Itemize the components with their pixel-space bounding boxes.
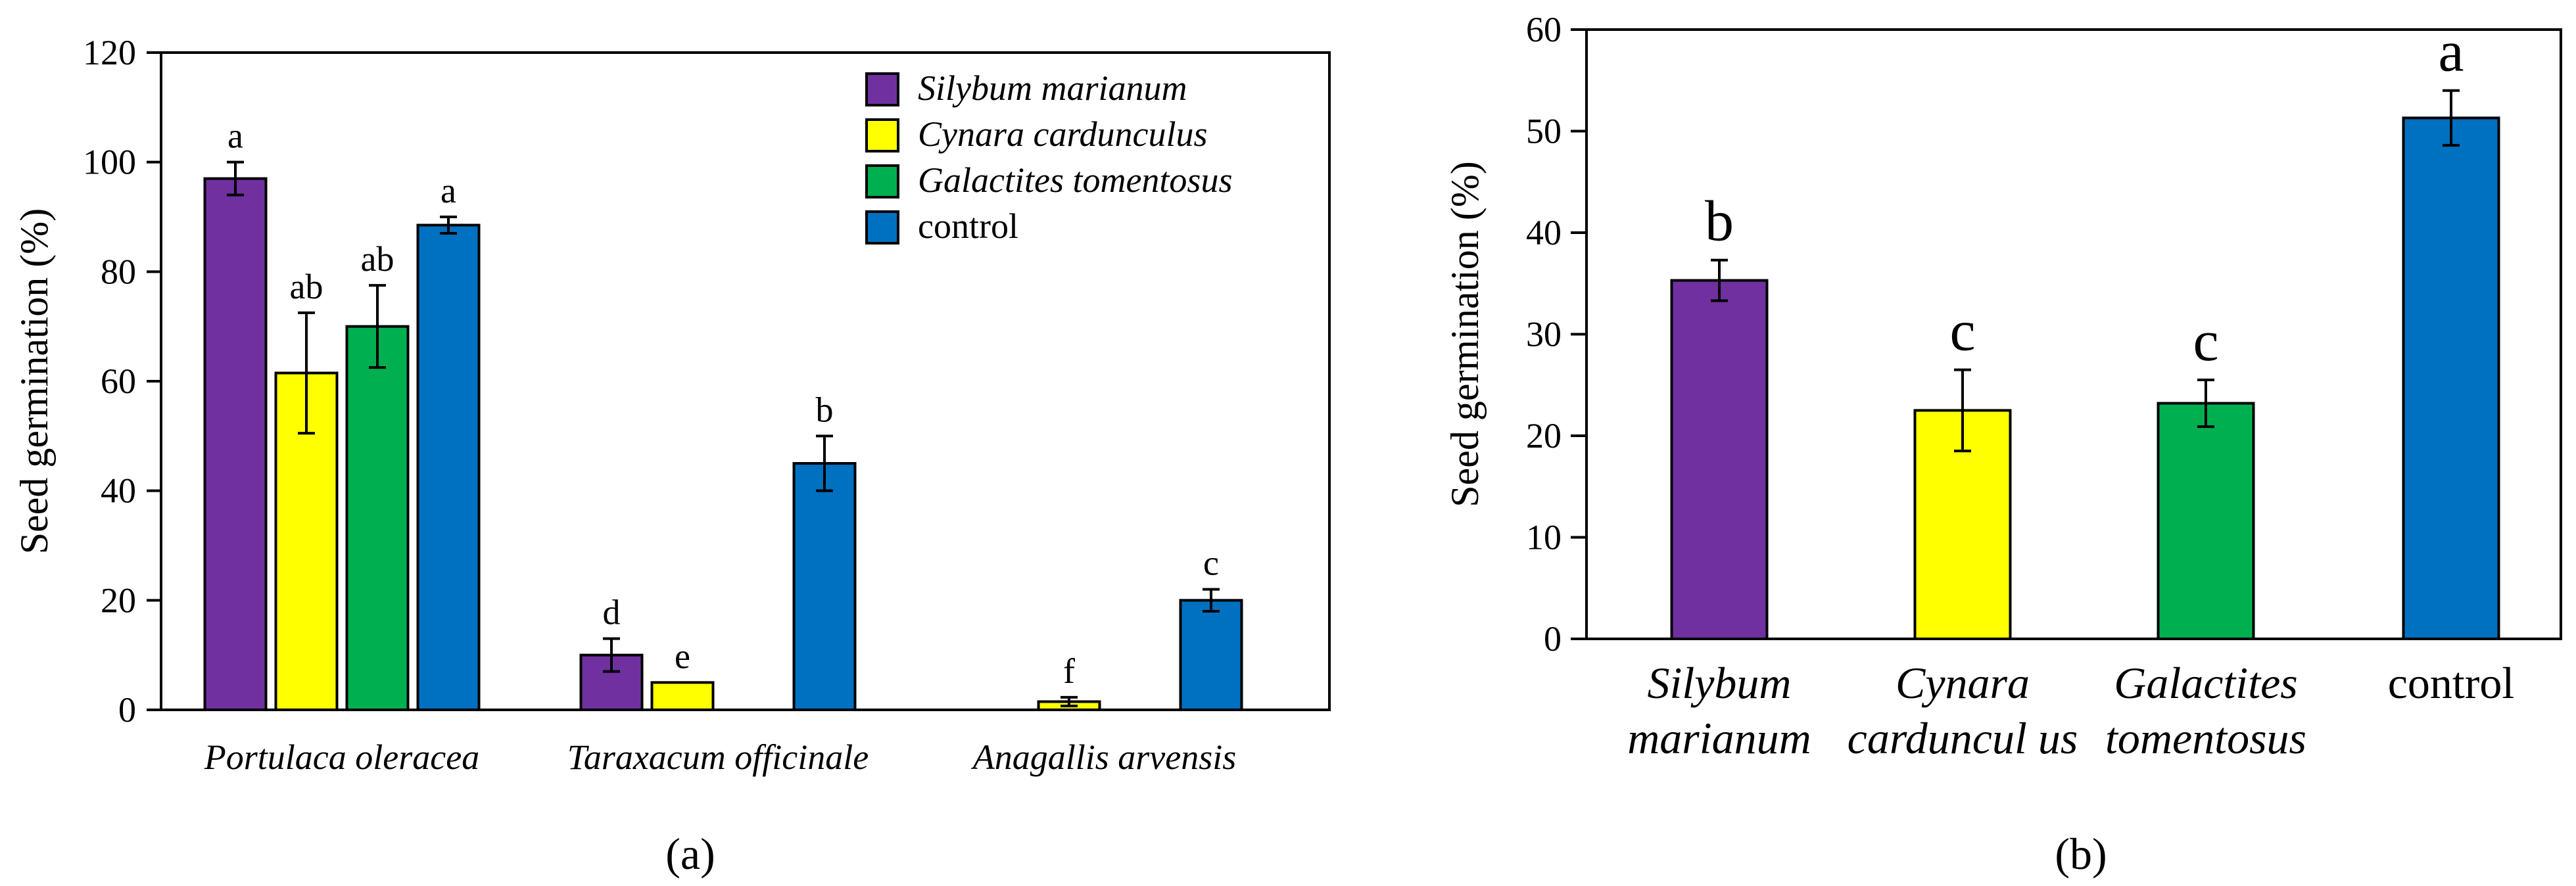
legend-label: Galactites tomentosus (918, 160, 1232, 200)
x-tick-label: Taraxacum officinale (567, 737, 869, 777)
panel-label-b: (b) (2055, 829, 2107, 879)
y-tick-label: 80 (101, 252, 136, 291)
bar (203, 177, 268, 711)
panel-label-a: (a) (665, 829, 715, 879)
y-tick-label: 10 (1526, 518, 1562, 557)
legend-label: Cynara cardunculus (918, 114, 1207, 154)
y-tick-label: 0 (1544, 619, 1562, 659)
y-tick-label: 40 (101, 471, 136, 511)
significance-letter: c (2193, 310, 2218, 373)
y-axis-label: Seed germination (%) (12, 208, 56, 555)
x-tick-label: Galactites (2114, 658, 2298, 708)
y-tick-label: 100 (83, 143, 136, 182)
significance-letter: f (1063, 651, 1075, 691)
y-tick-label: 20 (101, 580, 136, 620)
x-tick-label: marianum (1627, 713, 1811, 763)
bar (1913, 409, 2012, 640)
y-tick-label: 20 (1526, 416, 1562, 455)
x-tick-label: Cynara (1896, 658, 2030, 708)
significance-letter: ab (361, 239, 394, 279)
x-tick-label: Portulaca oleracea (204, 737, 479, 777)
bar (2157, 402, 2255, 640)
significance-letter: b (1705, 190, 1734, 254)
y-tick-label: 50 (1526, 112, 1562, 151)
bar (650, 681, 715, 712)
x-tick-label: carduncul us (1848, 713, 2078, 763)
significance-letter: a (227, 116, 243, 156)
legend-swatch (865, 210, 899, 245)
bar (2402, 116, 2500, 641)
y-tick-label: 30 (1526, 315, 1562, 354)
y-axis-label: Seed germination (%) (1443, 161, 1487, 507)
legend-label: control (918, 206, 1018, 246)
x-tick-label: Silybum (1647, 658, 1791, 708)
significance-letter: a (441, 171, 456, 210)
significance-letter: e (675, 636, 690, 676)
legend-swatch (865, 72, 899, 106)
plot-frame (160, 51, 1331, 711)
significance-letter: d (603, 593, 621, 632)
legend-swatch (865, 118, 899, 152)
x-tick-label: tomentosus (2105, 713, 2306, 763)
y-tick-label: 60 (1526, 10, 1562, 49)
bar (792, 462, 857, 711)
y-tick-label: 120 (83, 33, 136, 72)
bar (1670, 279, 1769, 640)
significance-letter: ab (290, 267, 323, 306)
y-tick-label: 40 (1526, 213, 1562, 252)
legend-label: Silybum marianum (918, 68, 1187, 108)
y-tick-label: 60 (101, 361, 136, 401)
bar (345, 325, 410, 711)
bar (416, 223, 481, 711)
x-tick-label: control (2388, 658, 2515, 708)
x-tick-label: Anagallis arvensis (971, 737, 1237, 777)
plot-frame (1585, 28, 2562, 640)
significance-letter: c (1203, 544, 1219, 583)
significance-letter: c (1949, 300, 1975, 363)
y-tick-label: 0 (118, 690, 136, 730)
bar (1179, 599, 1243, 711)
significance-letter: b (816, 390, 834, 429)
legend-swatch (865, 164, 899, 198)
